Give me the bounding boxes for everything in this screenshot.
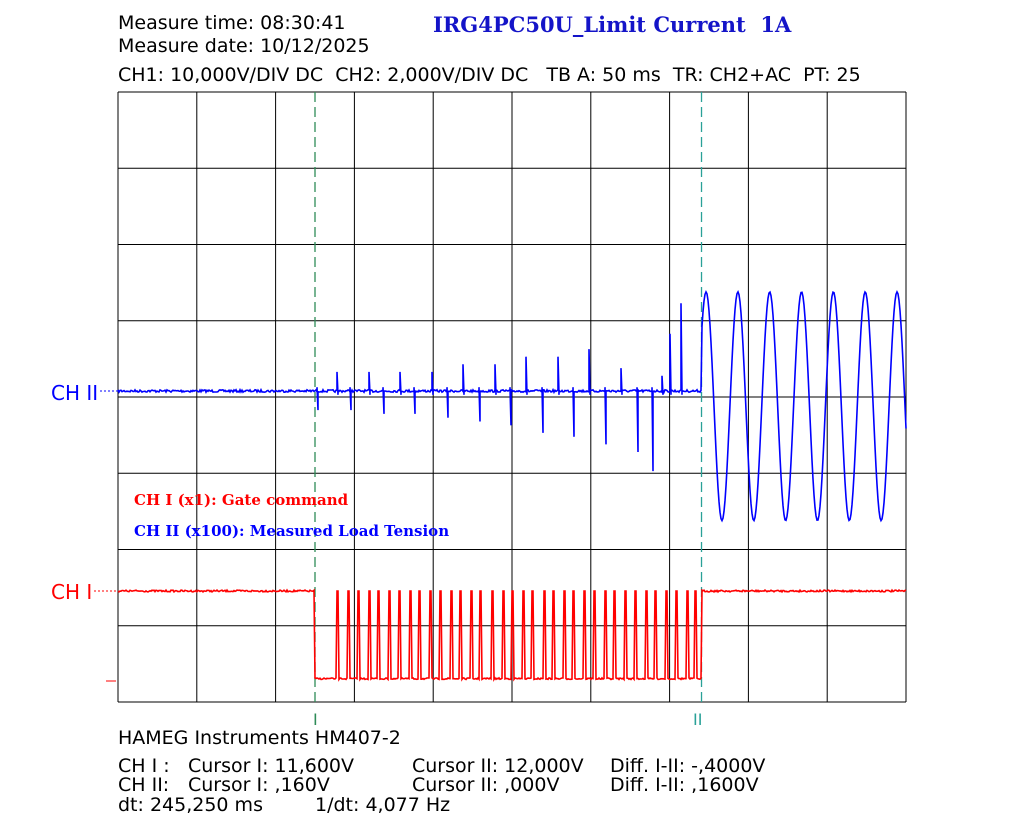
cursor2-marker[interactable]: II — [693, 710, 703, 729]
channel-settings: CH1: 10,000V/DIV DC CH2: 2,000V/DIV DC T… — [118, 64, 861, 86]
cursor1-marker[interactable]: I — [313, 710, 318, 729]
legend-ch1: CH I (x1): Gate command — [134, 491, 349, 509]
ch2-trace — [117, 289, 907, 523]
instrument-name: HAMEG Instruments HM407-2 — [118, 727, 401, 749]
row2-label: CH II: — [118, 774, 170, 796]
row2-diff: Diff. I-II: ,1600V — [610, 774, 759, 796]
row2-cursor2: Cursor II: ,000V — [412, 774, 560, 796]
row1-cursor1: Cursor I: 11,600V — [188, 755, 355, 777]
delta-time: dt: 245,250 ms — [118, 794, 263, 816]
row2-cursor1: Cursor I: ,160V — [188, 774, 330, 796]
legend-ch2: CH II (x100): Measured Load Tension — [134, 522, 450, 540]
inverse-delta-time: 1/dt: 4,077 Hz — [315, 794, 451, 816]
measure-time: Measure time: 08:30:41 — [118, 12, 346, 34]
ch1-label: CH I — [51, 580, 93, 604]
row1-cursor2: Cursor II: 12,000V — [412, 755, 584, 777]
row1-diff: Diff. I-II: -,4000V — [610, 755, 766, 777]
ch1-trace — [117, 588, 907, 682]
plot-title: IRG4PC50U_Limit Current 1A — [433, 12, 792, 37]
ch2-label: CH II — [51, 381, 99, 405]
measure-date: Measure date: 10/12/2025 — [118, 35, 370, 57]
row1-label: CH I : — [118, 755, 170, 777]
